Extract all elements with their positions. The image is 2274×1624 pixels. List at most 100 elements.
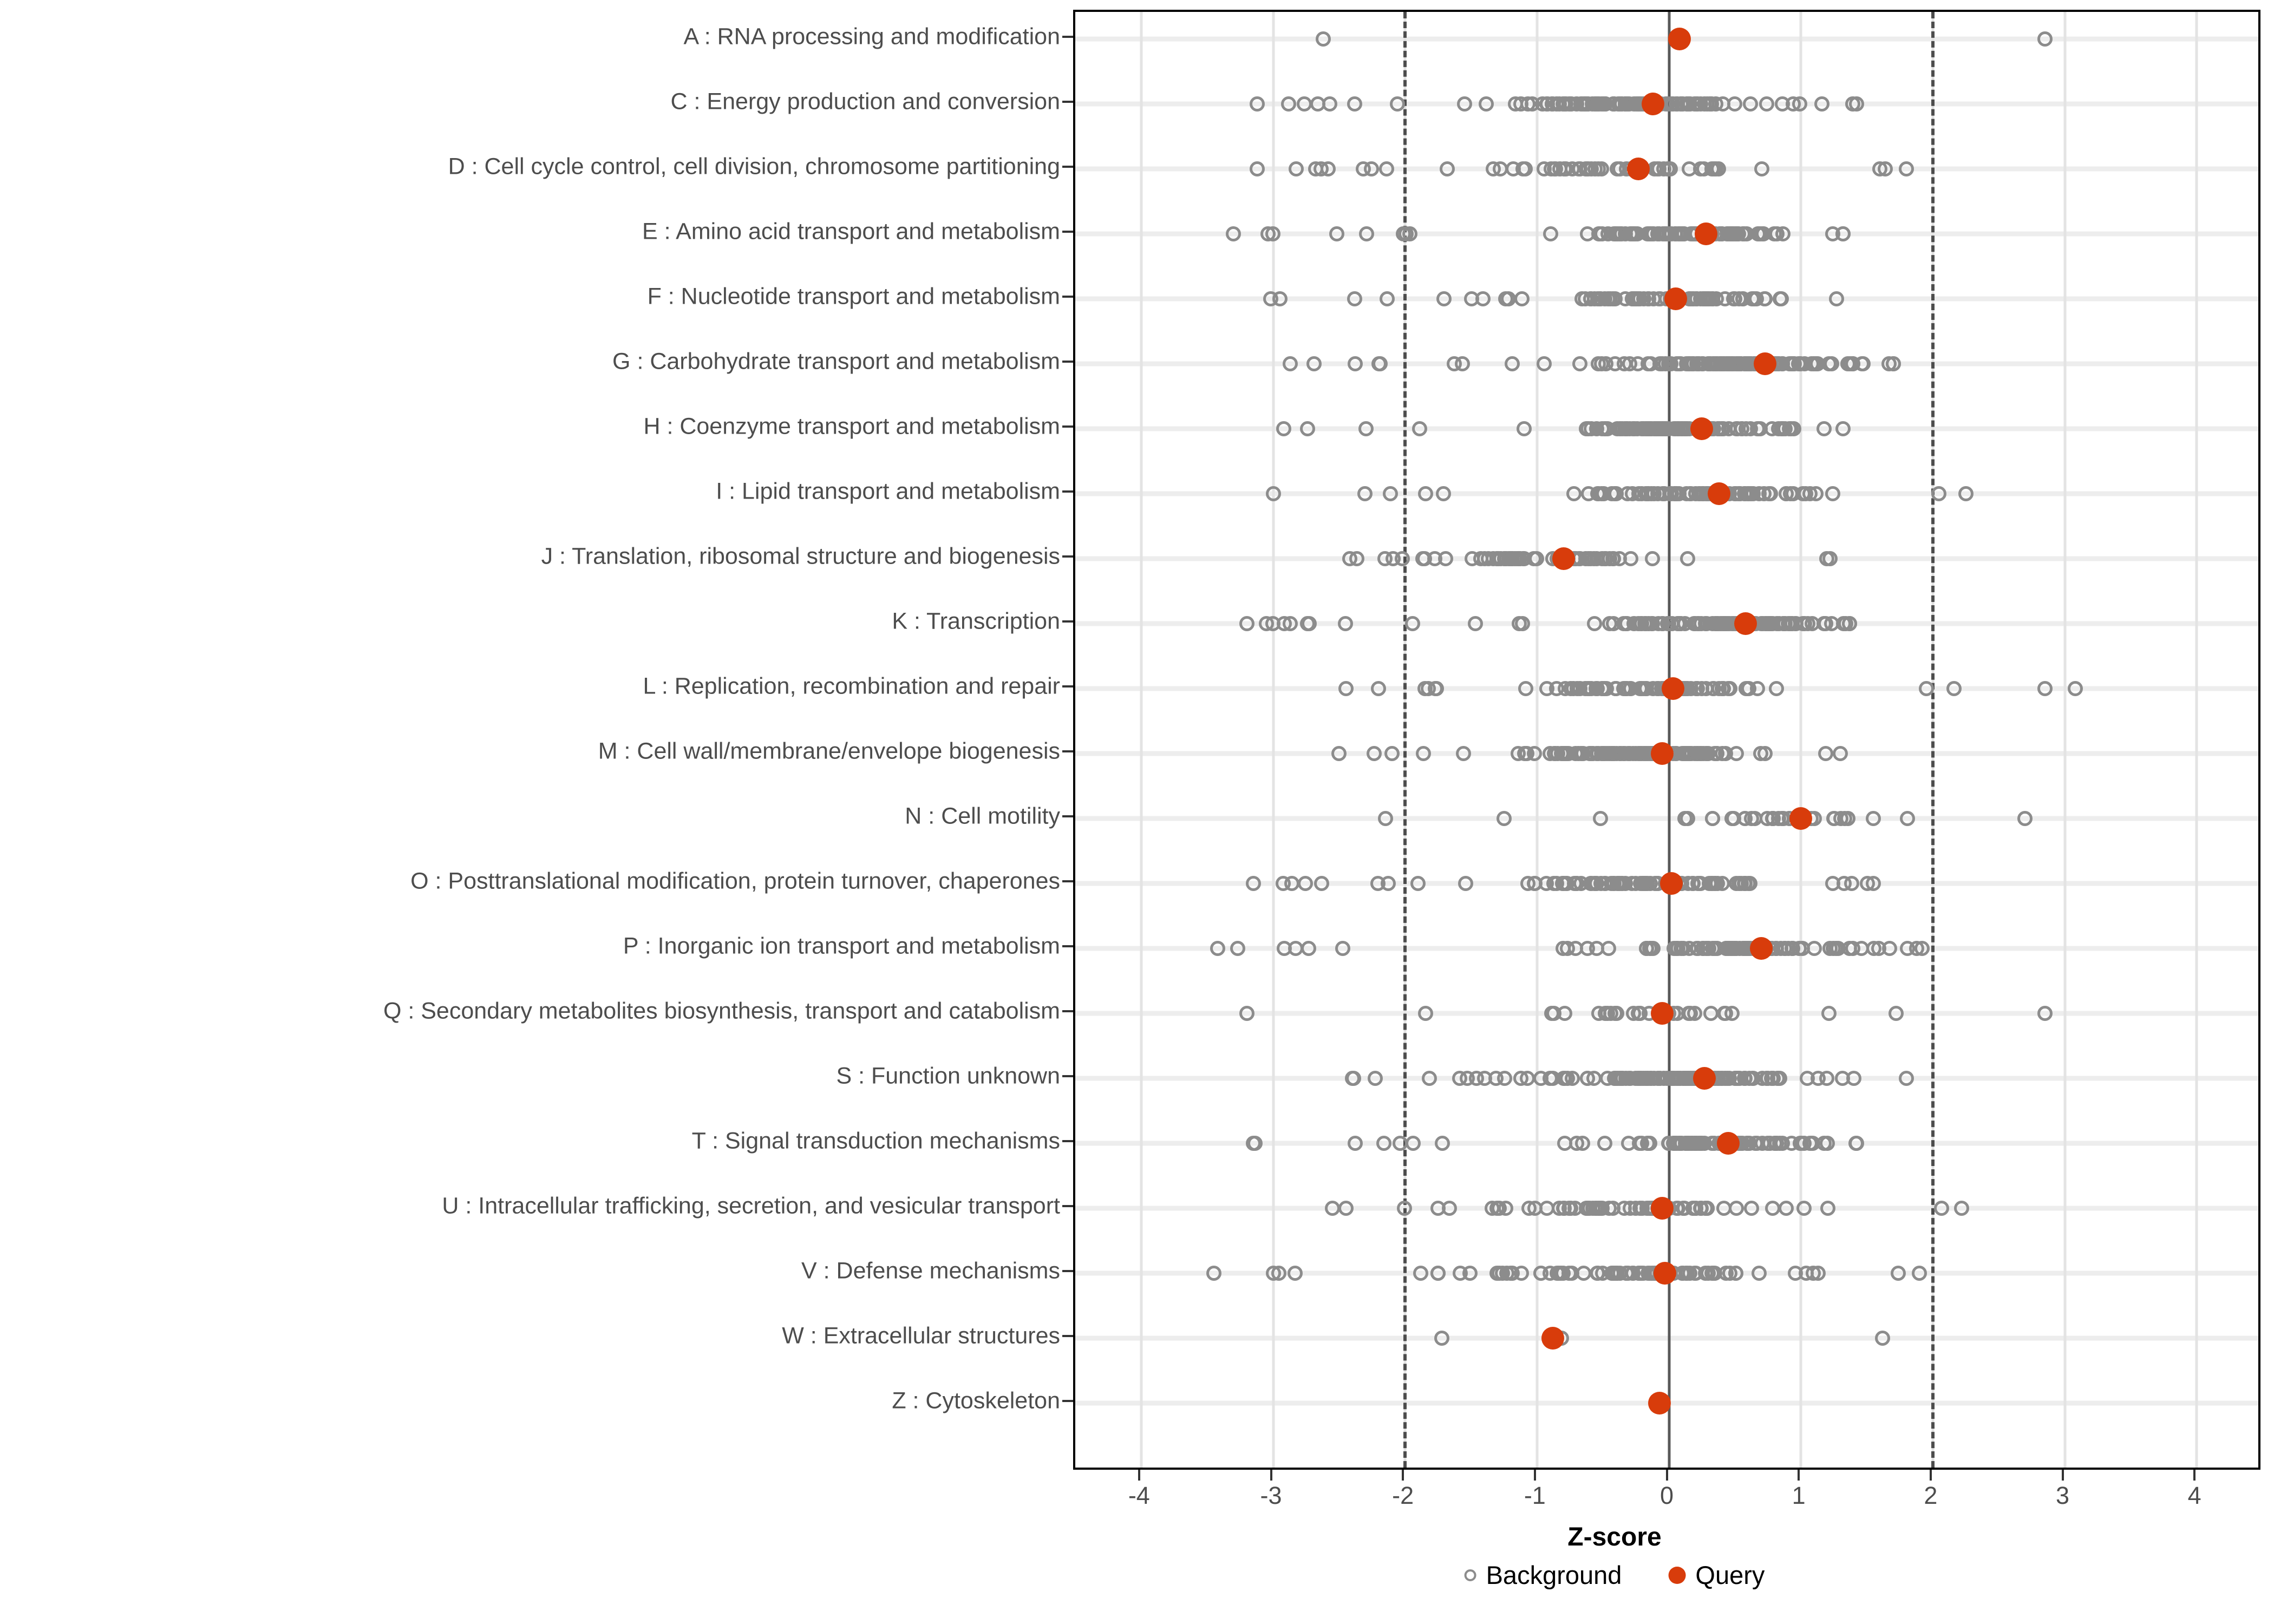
y-axis-tick (1062, 880, 1073, 882)
background-point (1250, 161, 1265, 176)
background-point (1728, 1266, 1744, 1281)
query-point[interactable] (1717, 1132, 1740, 1155)
query-point[interactable] (1668, 28, 1691, 50)
background-point (1525, 96, 1540, 112)
zero-reference-line (1668, 12, 1670, 1468)
background-point (1583, 291, 1599, 306)
background-point (1845, 941, 1860, 956)
background-point (1796, 1201, 1812, 1216)
query-point[interactable] (1734, 612, 1757, 635)
legend-item-query: Query (1668, 1562, 1765, 1588)
y-axis-label-d: D : Cell cycle control, cell division, c… (448, 153, 1060, 180)
background-point (1539, 1201, 1555, 1216)
background-point (1557, 1136, 1572, 1151)
y-axis-label-s: S : Function unknown (836, 1063, 1060, 1089)
background-point (1394, 551, 1410, 566)
background-point (1667, 226, 1683, 241)
background-point (1300, 421, 1316, 436)
y-axis-tick (1062, 1010, 1073, 1012)
background-point (1794, 1136, 1809, 1151)
background-point (1652, 1071, 1668, 1086)
background-point (1583, 681, 1599, 696)
background-point (1316, 31, 1331, 47)
background-point (1608, 681, 1623, 696)
query-point[interactable] (1750, 937, 1773, 960)
background-point (1814, 96, 1829, 112)
background-point (1489, 1266, 1505, 1281)
background-point (1556, 1201, 1572, 1216)
query-point[interactable] (1651, 1197, 1674, 1220)
background-point (1314, 876, 1329, 891)
background-point (1630, 1006, 1646, 1021)
background-point (1860, 876, 1876, 891)
background-point (1413, 1266, 1429, 1281)
background-point (1671, 356, 1687, 371)
background-point (1612, 746, 1628, 761)
background-point (1206, 1266, 1221, 1281)
background-point (1325, 1201, 1341, 1216)
background-point (1349, 551, 1365, 566)
x-axis-tick (1402, 1470, 1404, 1481)
background-point (1597, 291, 1612, 306)
background-point (1616, 356, 1632, 371)
query-point[interactable] (1708, 482, 1731, 505)
query-point[interactable] (1541, 1327, 1565, 1350)
y-axis-label-u: U : Intracellular trafficking, secretion… (442, 1193, 1060, 1219)
background-point (1544, 161, 1559, 176)
background-point (1768, 681, 1784, 696)
background-point (1412, 421, 1428, 436)
background-point (1958, 486, 1974, 501)
background-point (1296, 96, 1312, 112)
background-point (1519, 746, 1535, 761)
query-point[interactable] (1694, 222, 1717, 245)
query-point[interactable] (1789, 807, 1813, 830)
background-point (1557, 161, 1572, 176)
background-point (1759, 96, 1774, 112)
background-point (1586, 551, 1602, 566)
query-point[interactable] (1642, 93, 1665, 115)
background-point (1289, 161, 1304, 176)
background-point (1681, 1136, 1696, 1151)
background-point (1564, 1266, 1579, 1281)
background-point (1632, 681, 1648, 696)
row-gridline (1075, 816, 2258, 821)
background-point (1665, 96, 1681, 112)
y-axis-tick (1062, 231, 1073, 233)
y-axis-label-g: G : Carbohydrate transport and metabolis… (612, 348, 1060, 375)
background-point (1597, 1136, 1612, 1151)
background-point (2037, 681, 2053, 696)
query-point[interactable] (1660, 872, 1683, 895)
background-point (1757, 291, 1773, 306)
query-point[interactable] (1651, 742, 1674, 765)
query-point[interactable] (1690, 417, 1714, 440)
background-point (1533, 1266, 1549, 1281)
background-point (1230, 941, 1246, 956)
query-point[interactable] (1664, 287, 1687, 310)
query-point[interactable] (1552, 547, 1575, 570)
query-point[interactable] (1654, 1262, 1677, 1285)
background-point (1536, 356, 1552, 371)
background-point (1727, 96, 1742, 112)
y-axis-label-e: E : Amino acid transport and metabolism (642, 218, 1060, 245)
background-point (1838, 616, 1853, 631)
x-axis-tick-label: 3 (2055, 1482, 2070, 1509)
background-point (1551, 96, 1567, 112)
query-point[interactable] (1627, 158, 1650, 180)
query-point[interactable] (1661, 677, 1684, 700)
query-point[interactable] (1693, 1067, 1716, 1090)
x-axis-tick-label: -2 (1392, 1482, 1414, 1509)
query-point[interactable] (1754, 352, 1777, 375)
background-point (1719, 1071, 1735, 1086)
row-gridline (1075, 556, 2258, 561)
background-point (1662, 486, 1678, 501)
background-point (1367, 1071, 1383, 1086)
background-point (1435, 1136, 1450, 1151)
background-point (1742, 96, 1758, 112)
query-point[interactable] (1651, 1002, 1674, 1025)
background-point (1250, 96, 1265, 112)
background-point (1335, 941, 1350, 956)
background-point (1848, 1136, 1864, 1151)
x-axis-tick-label: 1 (1792, 1482, 1806, 1509)
background-point (1313, 161, 1329, 176)
background-point (1643, 356, 1658, 371)
